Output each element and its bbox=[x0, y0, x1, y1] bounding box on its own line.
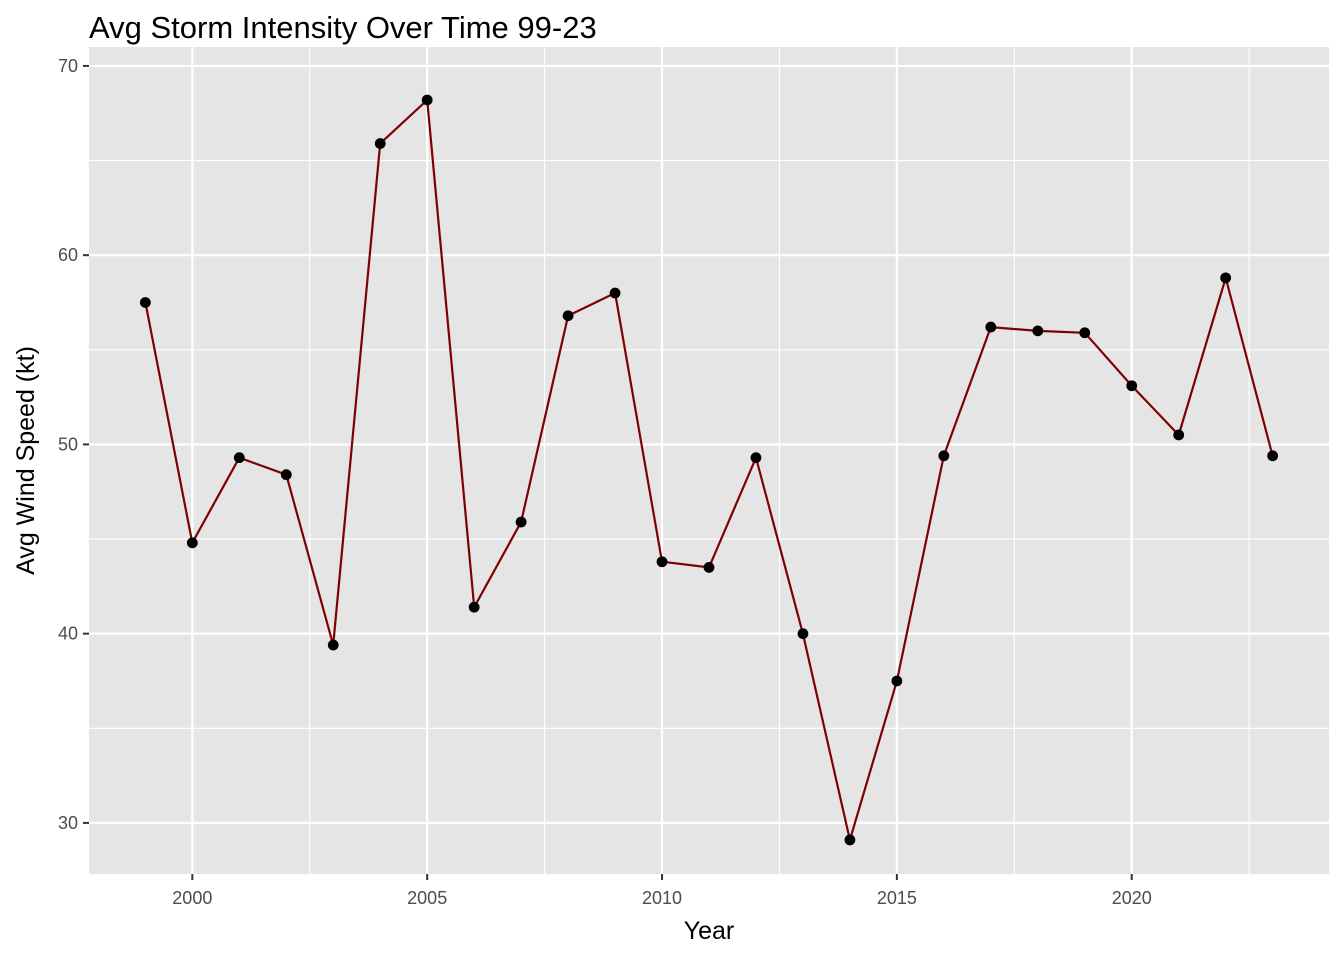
data-point bbox=[750, 452, 762, 464]
axes: 2000 2005 2010 2015 2020 30 40 50 60 70 bbox=[58, 56, 1152, 908]
data-point bbox=[139, 297, 151, 308]
y-axis-title: Avg Wind Speed (kt) bbox=[12, 346, 40, 575]
data-point bbox=[844, 834, 856, 846]
x-tick-label: 2020 bbox=[1112, 888, 1152, 908]
data-point bbox=[374, 138, 386, 149]
data-point bbox=[703, 562, 715, 573]
chart-title: Avg Storm Intensity Over Time 99-23 bbox=[89, 10, 597, 45]
x-tick-label: 2015 bbox=[877, 888, 917, 908]
x-tick-label: 2005 bbox=[407, 888, 447, 908]
data-point bbox=[609, 287, 621, 299]
data-point bbox=[656, 556, 668, 568]
minor-grid bbox=[89, 47, 1329, 874]
y-tick-label: 70 bbox=[58, 56, 78, 76]
data-point bbox=[280, 469, 292, 481]
y-tick-label: 30 bbox=[58, 813, 78, 833]
data-point bbox=[891, 675, 903, 687]
y-tick-label: 40 bbox=[58, 624, 78, 644]
y-tick-label: 50 bbox=[58, 434, 78, 454]
x-axis-title: Year bbox=[684, 917, 735, 945]
data-point bbox=[1267, 450, 1279, 462]
data-point bbox=[562, 310, 574, 322]
x-tick-label: 2010 bbox=[642, 888, 682, 908]
x-tick-label: 2000 bbox=[172, 888, 212, 908]
data-point bbox=[797, 628, 809, 640]
data-point bbox=[985, 321, 997, 333]
data-point bbox=[1032, 325, 1044, 337]
y-tick-label: 60 bbox=[58, 245, 78, 265]
data-point bbox=[233, 452, 245, 464]
plot-panel bbox=[89, 47, 1329, 874]
data-point bbox=[1079, 327, 1091, 339]
data-point bbox=[327, 639, 339, 651]
data-point bbox=[1220, 272, 1232, 284]
major-grid bbox=[89, 47, 1329, 874]
data-point bbox=[1173, 429, 1185, 441]
data-points bbox=[139, 94, 1279, 846]
data-point bbox=[938, 450, 950, 462]
data-point bbox=[1126, 380, 1138, 392]
data-point bbox=[515, 516, 527, 528]
data-point bbox=[421, 94, 433, 106]
data-point bbox=[468, 601, 480, 613]
data-point bbox=[186, 537, 198, 549]
